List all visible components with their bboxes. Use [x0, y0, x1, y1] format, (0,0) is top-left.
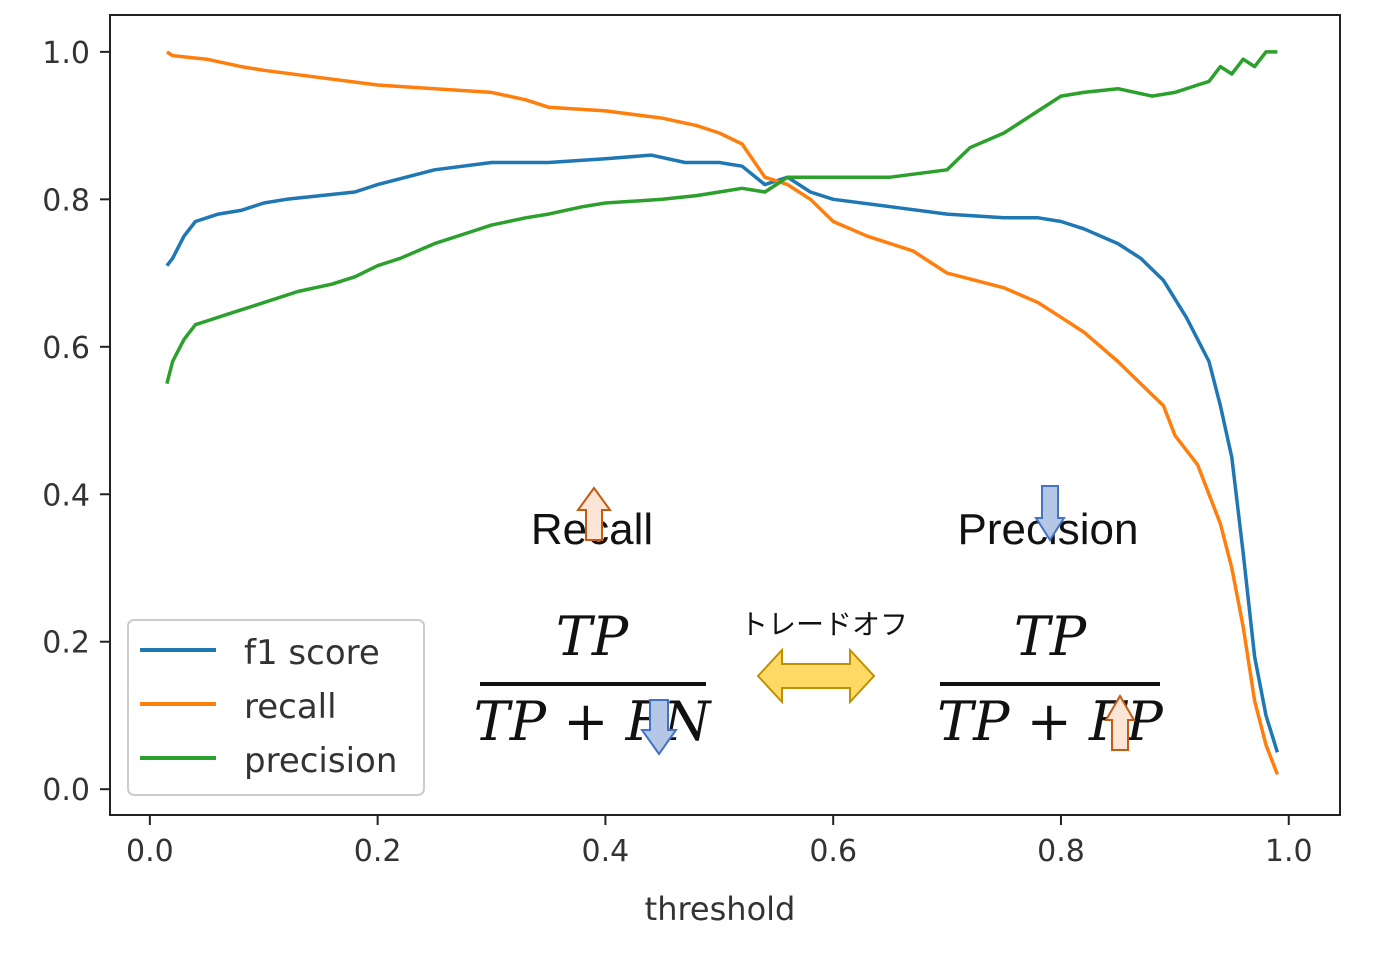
y-tick-label: 0.8: [42, 183, 90, 218]
tradeoff-annotation: トレードオフ: [740, 608, 908, 705]
y-tick-label: 0.0: [42, 773, 90, 808]
y-tick-label: 0.4: [42, 478, 90, 513]
x-tick-label: 0.8: [1037, 834, 1085, 869]
legend: f1 score recall precision: [127, 619, 425, 796]
tradeoff-label: トレードオフ: [740, 608, 908, 641]
plot-frame: [109, 14, 1341, 816]
x-axis-label: threshold: [645, 890, 796, 928]
x-tick-label: 0.6: [809, 834, 857, 869]
x-tick-label: 0.4: [582, 834, 630, 869]
precision-formula-denominator: TP + FP: [937, 690, 1164, 753]
up-arrow-icon: [576, 486, 612, 541]
x-tick-label: 0.2: [354, 834, 402, 869]
legend-label-recall: recall: [244, 687, 337, 727]
precision-formula-numerator: TP: [1014, 605, 1088, 668]
up-arrow-icon: [1104, 694, 1136, 751]
precision-annotation: Precision TP TP + FP: [937, 485, 1165, 753]
recall-annotation: Recall TP TP + FN: [474, 486, 712, 756]
y-tick-label: 1.0: [42, 36, 90, 71]
legend-box: [127, 619, 425, 796]
series-line-f1-score: [165, 153, 1280, 753]
axis-ticks: 0.0 0.2 0.4 0.6 0.8 1.0 0.0 0.2 0.4 0.6 0.8 1.0: [42, 36, 1312, 869]
double-arrow-icon: [756, 647, 876, 705]
x-tick-label: 1.0: [1265, 834, 1313, 869]
down-arrow-icon: [640, 699, 678, 756]
series-layer: [165, 50, 1280, 776]
series-line-recall: [165, 50, 1280, 776]
down-arrow-icon: [1034, 485, 1066, 542]
recall-formula-numerator: TP: [556, 605, 630, 668]
series-line-precision: [165, 50, 1278, 385]
legend-label-f1-score: f1 score: [244, 633, 380, 673]
y-tick-label: 0.2: [42, 626, 90, 661]
legend-label-precision: precision: [244, 741, 397, 781]
recall-formula-denominator: TP + FN: [474, 690, 712, 753]
y-tick-label: 0.6: [42, 331, 90, 366]
x-tick-label: 0.0: [126, 834, 174, 869]
